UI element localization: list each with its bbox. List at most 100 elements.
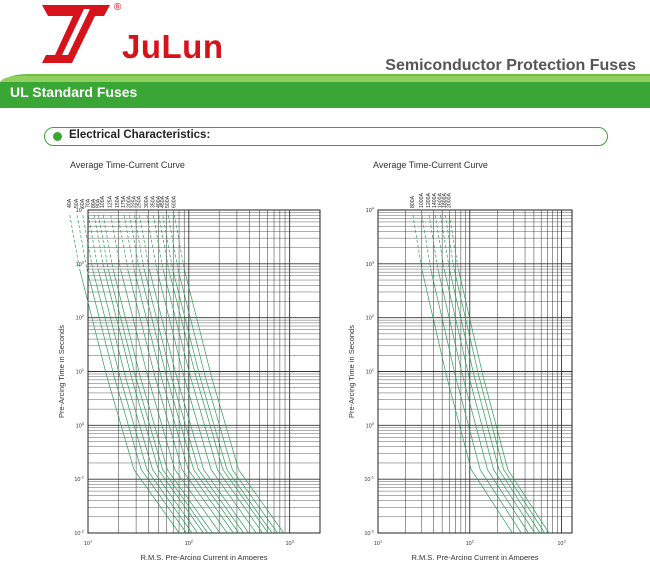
curve-dashed-90A — [98, 215, 109, 270]
series-label: 400A — [156, 195, 162, 208]
series-label: 250A — [137, 195, 143, 208]
y-tick-label: 103 — [76, 259, 85, 268]
subsection-header: Electrical Characteristics: — [44, 127, 608, 146]
series-label: 2000A — [446, 192, 452, 208]
curve-dashed-800A — [412, 215, 423, 270]
curve-dashed-80A — [93, 215, 105, 270]
y-axis-label: Pre-Arcing Time in Seconds — [347, 325, 356, 418]
curve-dashed-350A — [152, 215, 164, 270]
y-tick-label: 103 — [366, 259, 375, 268]
y-tick-label: 100 — [366, 421, 375, 430]
curve-dashed-60A — [82, 215, 93, 270]
series-label: 300A — [144, 195, 150, 208]
y-tick-label: 104 — [76, 206, 85, 215]
curve-dashed-70A — [87, 215, 99, 270]
curve-dashed-600A — [174, 215, 185, 270]
curve-800A — [421, 269, 513, 534]
curve-dashed-200A — [129, 215, 140, 270]
series-label: 225A — [131, 195, 137, 208]
subsection-title: Electrical Characteristics: — [69, 129, 211, 141]
curve-dashed-300A — [146, 215, 158, 270]
y-tick-label: 104 — [366, 206, 375, 215]
x-tick-label: 101 — [84, 539, 93, 548]
grid — [377, 209, 572, 534]
curve-dashed-250A — [139, 215, 150, 270]
x-tick-label: 102 — [185, 539, 194, 548]
curve-450A — [172, 269, 273, 534]
x-axis-label: R.M.S. Pre-Arcing Current in Amperes — [411, 553, 538, 560]
curve-dashed-2000A — [449, 215, 459, 270]
x-tick-label: 101 — [374, 539, 383, 548]
curve-dashed-150A — [117, 215, 129, 270]
series-label: 500A — [165, 195, 171, 208]
bullet-icon — [53, 132, 62, 141]
series-label: 1000A — [419, 192, 425, 208]
curve-2000A — [457, 269, 550, 534]
curve-175A — [133, 269, 234, 534]
y-tick-label: 10-1 — [364, 475, 374, 484]
curve-80A — [103, 269, 204, 534]
curve-60A — [92, 269, 193, 534]
curve-225A — [143, 269, 244, 534]
curve-50A — [86, 269, 187, 534]
y-tick-label: 100 — [76, 421, 85, 430]
page-title: Semiconductor Protection Fuses — [385, 57, 636, 74]
series-label: 350A — [150, 195, 156, 208]
series-label: 800A — [410, 195, 416, 208]
y-tick-label: 10-2 — [74, 529, 84, 538]
section-title: UL Standard Fuses — [10, 84, 138, 100]
curve-70A — [97, 269, 198, 534]
x-tick-label: 103 — [557, 539, 566, 548]
series-label: 100A — [100, 195, 106, 208]
series-label: 450A — [160, 195, 166, 208]
chart-title: Average Time-Current Curve — [70, 160, 185, 170]
series-label: 1200A — [426, 192, 432, 208]
time-current-chart-high: Average Time-Current Curve 800A 1000A 1200… — [340, 160, 640, 560]
registered-mark: ® — [114, 2, 122, 13]
curve-600A — [183, 269, 284, 534]
series-label: 125A — [108, 195, 114, 208]
plot-frame — [87, 209, 321, 534]
curve-dashed-1600A — [440, 215, 450, 270]
series-label: 80A — [91, 198, 97, 208]
curve-dashed-225A — [133, 215, 145, 270]
curve-1000A — [430, 269, 522, 534]
y-tick-label: 102 — [76, 313, 85, 322]
series-label: 150A — [115, 195, 121, 208]
time-current-chart-standard: Average Time-Current Curve 40A 50A 60A 70A 8… — [40, 160, 340, 560]
curve-40A — [79, 269, 180, 534]
x-tick-label: 103 — [285, 539, 294, 548]
curve-350A — [162, 269, 263, 534]
curve-dashed-400A — [158, 215, 169, 270]
series-label: 40A — [67, 198, 73, 208]
y-tick-label: 102 — [366, 313, 375, 322]
x-tick-label: 102 — [466, 539, 475, 548]
curve-200A — [138, 269, 240, 534]
series-label: 90A — [96, 198, 102, 208]
series-label: 1800A — [442, 192, 448, 208]
curve-250A — [148, 269, 250, 534]
curve-150A — [127, 269, 228, 534]
julun-logo-icon — [42, 5, 110, 63]
curve-dashed-1200A — [428, 215, 439, 270]
series-label: 70A — [85, 198, 91, 208]
curve-90A — [107, 269, 209, 534]
series-label: 60A — [80, 198, 86, 208]
curve-125A — [120, 269, 221, 534]
curve-100A — [112, 269, 213, 534]
series-label: 1600A — [438, 192, 444, 208]
curve-dashed-1400A — [434, 215, 445, 270]
y-tick-label: 10-2 — [364, 529, 374, 538]
curve-1600A — [449, 269, 541, 534]
curve-300A — [156, 269, 257, 534]
curve-500A — [177, 269, 278, 534]
series-label: 1400A — [432, 192, 438, 208]
curve-dashed-450A — [162, 215, 173, 270]
series-label: 600A — [171, 195, 177, 208]
curve-1200A — [437, 269, 529, 534]
y-tick-label: 101 — [366, 367, 375, 376]
curve-dashed-1000A — [421, 215, 432, 270]
curve-dashed-125A — [110, 215, 121, 270]
